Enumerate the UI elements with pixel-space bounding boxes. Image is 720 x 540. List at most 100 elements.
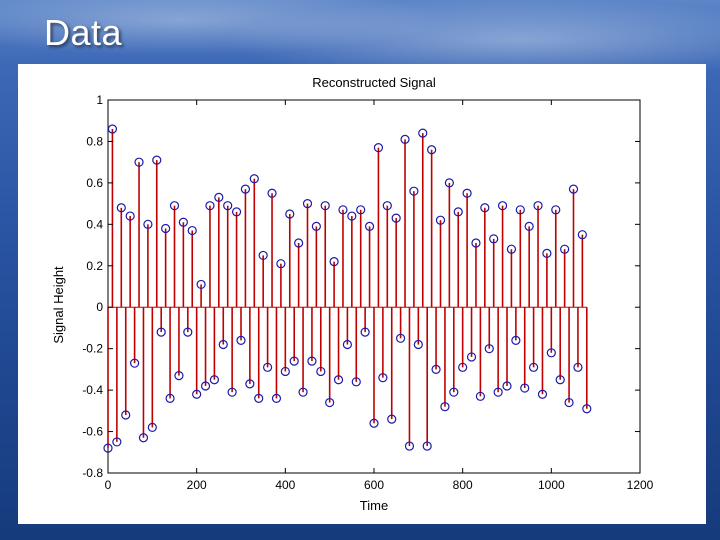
data-point-marker (560, 244, 570, 254)
data-point-marker (187, 225, 197, 236)
data-point-marker (134, 157, 144, 167)
y-tick-label: -0.4 (82, 383, 103, 397)
data-point-marker (418, 128, 428, 138)
data-point-marker (236, 335, 246, 345)
data-point-marker (294, 238, 304, 248)
data-point-marker (506, 244, 517, 254)
data-point-marker (107, 124, 118, 134)
x-tick-label: 0 (105, 478, 112, 492)
data-point-marker (511, 335, 521, 345)
data-point-marker (471, 238, 481, 248)
data-point-marker (174, 371, 184, 381)
data-point-marker (271, 393, 282, 403)
data-point-marker (249, 174, 259, 184)
data-point-marker (462, 188, 472, 198)
data-point-marker (347, 211, 357, 221)
data-point-marker (214, 192, 224, 202)
data-point-marker (316, 366, 326, 377)
chart-title: Reconstructed Signal (312, 75, 436, 90)
x-tick-label: 400 (275, 478, 295, 492)
data-point-marker (103, 443, 113, 453)
data-point-marker (240, 184, 251, 194)
data-point-marker (147, 422, 157, 433)
data-point-marker (231, 207, 242, 217)
data-point-marker (568, 184, 579, 194)
data-point-marker (112, 437, 122, 447)
data-point-marker (400, 134, 410, 144)
data-point-marker (551, 205, 561, 215)
data-point-marker (409, 186, 419, 196)
data-point-marker (533, 201, 543, 211)
data-point-marker (302, 199, 313, 209)
data-point-marker (320, 201, 330, 211)
x-tick-label: 1200 (627, 478, 654, 492)
data-point-marker (227, 387, 237, 397)
data-point-marker (396, 333, 406, 343)
data-point-marker (285, 209, 295, 219)
data-point-marker (205, 201, 215, 211)
slide-title: Data (44, 12, 123, 53)
data-point-marker (342, 339, 352, 350)
data-point-marker (573, 362, 583, 372)
data-point-marker (152, 155, 162, 165)
data-point-marker (218, 339, 228, 350)
data-point-marker (169, 201, 180, 211)
data-point-marker (307, 356, 317, 366)
y-tick-label: 0.2 (86, 259, 103, 273)
x-tick-label: 1000 (538, 478, 565, 492)
data-point-marker (356, 205, 366, 215)
y-axis-label: Signal Height (51, 266, 66, 344)
data-point-marker (311, 221, 321, 232)
data-point-marker (422, 441, 432, 451)
data-point-marker (480, 203, 490, 213)
data-point-marker (458, 362, 468, 372)
data-point-marker (333, 375, 344, 385)
data-point-marker (165, 393, 175, 403)
data-point-marker (338, 205, 348, 215)
data-point-marker (121, 410, 131, 420)
data-point-marker (431, 364, 441, 374)
y-tick-label: 0.6 (86, 176, 103, 190)
data-point-marker (280, 366, 290, 377)
data-point-marker (524, 221, 534, 232)
data-point-marker (369, 418, 379, 428)
data-point-marker (382, 201, 392, 211)
data-point-marker (276, 259, 286, 269)
data-point-marker (440, 402, 450, 412)
data-point-marker (183, 327, 193, 337)
x-tick-label: 200 (187, 478, 207, 492)
figure-panel: 0 200 400 600 800 1000 1200 1 0.8 0.6 0.4 0.2 0 -0.2 -… (18, 64, 706, 524)
data-point-marker (298, 387, 308, 397)
data-point-marker (542, 248, 552, 258)
y-tick-label: 0 (96, 300, 103, 314)
y-tick-label: 0.8 (86, 134, 103, 148)
data-point-marker (528, 362, 539, 372)
data-point-marker (515, 205, 525, 215)
data-point-marker (329, 257, 339, 267)
data-point-marker (254, 393, 264, 403)
data-point-marker (364, 221, 375, 232)
data-point-marker (223, 201, 233, 211)
data-point-marker (178, 217, 188, 227)
data-point-marker (489, 234, 499, 244)
y-tick-label: -0.8 (82, 466, 103, 480)
data-point-marker (143, 219, 153, 229)
data-point-marker (373, 143, 384, 153)
data-point-marker (449, 387, 459, 397)
data-point-marker (520, 383, 530, 393)
y-tick-label: -0.2 (82, 342, 103, 356)
data-point-marker (493, 387, 503, 397)
data-point-marker (378, 373, 388, 383)
data-point-marker (258, 250, 268, 261)
x-axis-label: Time (360, 498, 388, 513)
data-point-marker (391, 213, 401, 223)
plot-area: 0 200 400 600 800 1000 1200 1 0.8 0.6 0.4 0.2 0 -0.2 -… (82, 93, 653, 492)
x-tick-label: 800 (453, 478, 473, 492)
y-tick-label: 1 (96, 93, 103, 107)
data-point-marker (325, 397, 335, 408)
data-point-marker (497, 201, 508, 211)
data-point-marker (546, 348, 556, 358)
data-point-marker (435, 215, 446, 225)
data-point-marker (387, 414, 397, 424)
data-point-marker (453, 207, 463, 217)
